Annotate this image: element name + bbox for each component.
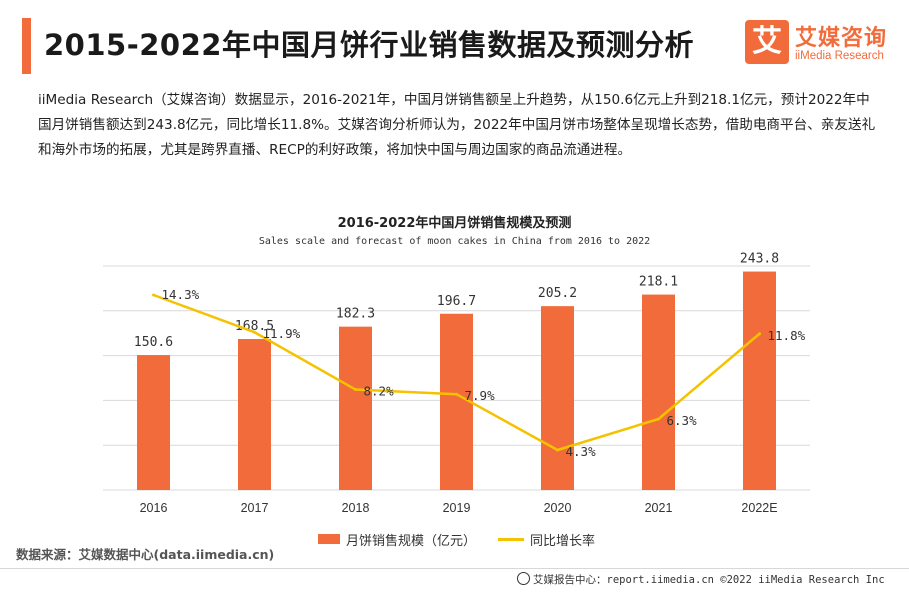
x-tick-label: 2022E [741, 501, 777, 515]
legend-label-line: 同比增长率 [530, 534, 596, 549]
page-title: 2015-2022年中国月饼行业销售数据及预测分析 [44, 28, 694, 62]
line-value-label: 6.3% [667, 413, 698, 428]
x-tick-label: 2020 [544, 501, 572, 515]
line-point [354, 388, 357, 392]
legend-item-bar: 月饼销售规模（亿元） [318, 530, 476, 549]
line-point [556, 448, 559, 452]
title-accent-bar [22, 18, 31, 74]
bar [642, 294, 675, 490]
line-point [657, 417, 660, 421]
bar [541, 306, 574, 490]
bar-value-label: 168.5 [235, 319, 274, 334]
bar-value-label: 243.8 [740, 252, 779, 267]
legend-item-line: 同比增长率 [498, 530, 595, 549]
line-point [758, 332, 761, 336]
bar [440, 313, 473, 490]
line-value-label: 11.9% [263, 326, 301, 341]
legend-swatch-bar [318, 534, 340, 544]
bar-value-label: 182.3 [336, 307, 375, 322]
brand-logo: 艾 艾媒咨询 iiMedia Research [745, 18, 895, 70]
legend-label-bar: 月饼销售规模（亿元） [346, 534, 477, 549]
chart-title: 2016-2022年中国月饼销售规模及预测 [337, 216, 572, 231]
line-value-label: 8.2% [364, 384, 395, 399]
summary-paragraph: iiMedia Research（艾媒咨询）数据显示，2016-2021年，中国… [38, 92, 876, 158]
x-tick-label: 2019 [443, 501, 471, 515]
bar-value-label: 205.2 [538, 286, 577, 301]
legend-swatch-line [498, 538, 524, 541]
bar-value-label: 196.7 [437, 294, 476, 309]
brand-name: 艾媒咨询 [795, 26, 888, 51]
globe-icon [517, 572, 530, 585]
bar [339, 326, 372, 490]
brand-name-en: iiMedia Research [795, 50, 884, 62]
bar [238, 339, 271, 490]
footer-text: 艾媒报告中心：report.iimedia.cn ©2022 iiMedia R… [533, 574, 885, 586]
line-value-label: 11.8% [768, 328, 806, 343]
x-tick-label: 2021 [645, 501, 673, 515]
x-tick-label: 2017 [241, 501, 269, 515]
footer: 艾媒报告中心：report.iimedia.cn ©2022 iiMedia R… [517, 572, 885, 587]
chart-subtitle: Sales scale and forecast of moon cakes i… [258, 236, 651, 247]
data-source: 数据来源：艾媒数据中心(data.iimedia.cn) [16, 547, 275, 562]
line-value-label: 14.3% [162, 287, 200, 302]
line-point [455, 392, 458, 396]
bar [743, 271, 776, 490]
bar-value-label: 218.1 [639, 275, 678, 290]
bar-value-label: 150.6 [134, 335, 173, 350]
x-tick-label: 2016 [140, 501, 168, 515]
brand-mark: 艾 [745, 20, 789, 64]
line-value-label: 4.3% [566, 444, 597, 459]
line-value-label: 7.9% [465, 388, 496, 403]
bar [137, 355, 170, 490]
x-tick-label: 2018 [342, 501, 370, 515]
line-point [152, 293, 155, 297]
line-point [253, 330, 256, 334]
footer-divider [0, 568, 909, 569]
